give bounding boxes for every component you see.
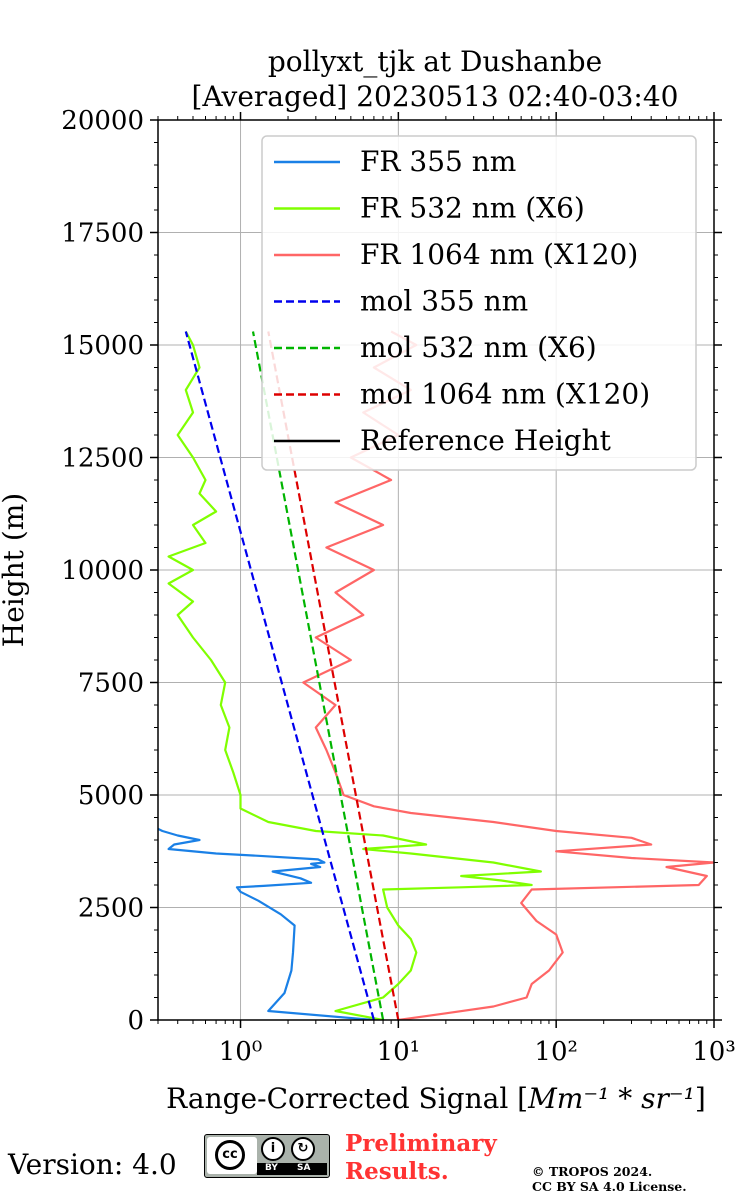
cc-icon: cc [215,1140,245,1170]
legend-label: FR 355 nm [360,145,516,178]
by-person-icon: i [261,1137,285,1161]
y-tick-label: 2500 [78,894,144,924]
y-tick-label: 0 [127,1006,144,1036]
legend-label: mol 1064 nm (X120) [360,378,650,411]
x-axis-label-units: Mm⁻¹ * sr⁻¹ [527,1082,695,1115]
badge-by-text: BY [265,1163,278,1173]
y-tick-label: 12500 [61,444,144,474]
chart-title-line1: pollyxt_tjk at Dushanbe [268,45,602,78]
series-line-mol-355-nm [184,331,375,1020]
legend-label: Reference Height [360,424,612,457]
x-axis-label: Range-Corrected Signal [Mm⁻¹ * sr⁻¹] [166,1082,706,1115]
x-tick-label: 10³ [692,1037,736,1067]
legend-label: FR 1064 nm (X120) [360,238,638,271]
x-tick-label: 10² [534,1037,578,1067]
y-tick-label: 15000 [61,331,144,361]
cc-strip: BY SA [257,1163,327,1175]
chart-title-line2: [Averaged] 20230513 02:40-03:40 [192,80,679,113]
y-tick-label: 17500 [61,219,144,249]
share-alike-icon: ↻ [291,1137,315,1161]
series-line-fr-355-nm [158,827,374,1020]
prelim-line2: Results. [345,1158,449,1185]
series-line-fr-1064-nm-x120- [302,330,714,1020]
copyright-line2: CC BY SA 4.0 License. [532,1179,687,1194]
prelim-line1: Preliminary [345,1130,497,1157]
y-axis-label: Height (m) [0,493,30,647]
copyright-line1: © TROPOS 2024. [532,1164,653,1179]
x-tick-label: 10⁰ [219,1037,263,1067]
x-axis-label-prefix: Range-Corrected Signal [ [166,1082,528,1115]
legend-label: mol 355 nm [360,285,528,318]
cc-left-panel: cc [207,1137,257,1174]
y-tick-label: 10000 [61,556,144,586]
legend-box [261,135,697,471]
chart: 0 2500 5000 7500 10000 12500 15000 17500 20000 10… [0,45,736,1115]
series-line-fr-532-nm-x6- [167,330,542,1020]
cc-license-badge: cc i ↻ BY SA [204,1134,330,1178]
badge-sa-text: SA [297,1163,311,1173]
version-label: Version: 4.0 [8,1148,177,1181]
y-tick-label: 20000 [61,106,144,136]
preliminary-results-note: Preliminary Results. [345,1130,497,1186]
x-axis-label-suffix: ] [695,1082,706,1115]
legend-label: mol 532 nm (X6) [360,331,597,364]
y-tick-label: 7500 [78,669,144,699]
copyright-note: © TROPOS 2024. CC BY SA 4.0 License. [532,1164,687,1194]
legend-label: FR 532 nm (X6) [360,192,585,225]
x-tick-label: 10¹ [377,1037,421,1067]
y-tick-label: 5000 [78,781,144,811]
